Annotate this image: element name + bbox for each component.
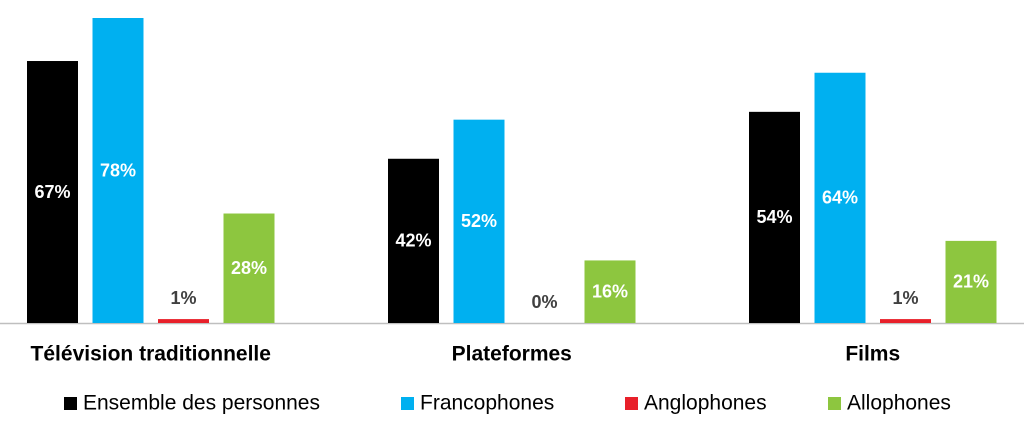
legend-label: Allophones [847, 392, 951, 415]
value-label: 16% [592, 281, 628, 301]
bar [945, 240, 997, 323]
value-label: 52% [461, 211, 497, 231]
bar [27, 61, 78, 324]
legend-swatch [828, 397, 841, 410]
bar [158, 319, 209, 323]
value-label: 67% [34, 182, 70, 202]
value-label: 0% [531, 292, 557, 312]
bar [388, 158, 439, 323]
value-label: 21% [953, 272, 989, 292]
value-label: 28% [231, 258, 267, 278]
value-label: 1% [170, 288, 196, 308]
category-label: Films [845, 343, 900, 366]
bar [223, 213, 275, 323]
legend-swatch [401, 397, 414, 410]
legend-label: Ensemble des personnes [83, 392, 320, 415]
legend-swatch [625, 397, 638, 410]
bar [92, 18, 144, 323]
legend-label: Anglophones [644, 392, 767, 415]
bar [749, 111, 800, 323]
value-label: 78% [100, 160, 136, 180]
value-label: 42% [395, 231, 431, 251]
bar [584, 260, 636, 323]
legend-swatch [64, 397, 77, 410]
bar [453, 119, 505, 324]
category-label: Plateformes [452, 343, 572, 366]
bar [880, 319, 931, 323]
bar [814, 72, 866, 323]
value-label: 1% [892, 288, 918, 308]
value-label: 54% [756, 207, 792, 227]
category-label: Télévision traditionnelle [31, 343, 271, 366]
legend-label: Francophones [420, 392, 554, 415]
value-label: 64% [822, 188, 858, 208]
